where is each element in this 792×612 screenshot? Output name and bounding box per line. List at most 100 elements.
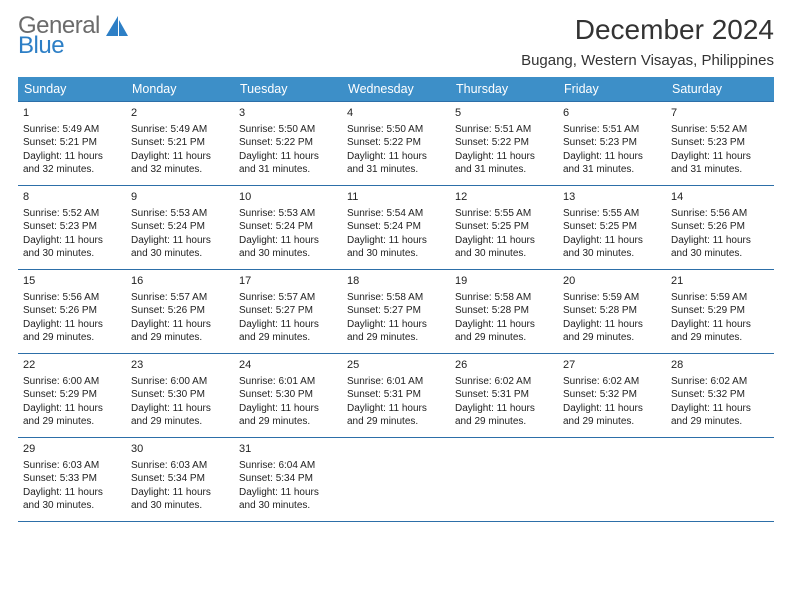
daylight-line: Daylight: 11 hours and 29 minutes. [563,318,661,345]
sunset-line: Sunset: 5:30 PM [131,388,229,402]
sunset-line: Sunset: 5:34 PM [131,472,229,486]
daylight-line: Daylight: 11 hours and 30 minutes. [455,234,553,261]
calendar-day-cell: 14Sunrise: 5:56 AMSunset: 5:26 PMDayligh… [666,186,774,270]
sunset-line: Sunset: 5:25 PM [563,220,661,234]
sunrise-line: Sunrise: 5:56 AM [23,291,121,305]
calendar-day-cell: 10Sunrise: 5:53 AMSunset: 5:24 PMDayligh… [234,186,342,270]
sunset-line: Sunset: 5:34 PM [239,472,337,486]
day-header: Thursday [450,77,558,102]
calendar-day-cell: 17Sunrise: 5:57 AMSunset: 5:27 PMDayligh… [234,270,342,354]
sunset-line: Sunset: 5:28 PM [563,304,661,318]
sunset-line: Sunset: 5:31 PM [455,388,553,402]
calendar-day-cell: 27Sunrise: 6:02 AMSunset: 5:32 PMDayligh… [558,354,666,438]
calendar-week-row: 29Sunrise: 6:03 AMSunset: 5:33 PMDayligh… [18,438,774,522]
calendar-day-cell: 8Sunrise: 5:52 AMSunset: 5:23 PMDaylight… [18,186,126,270]
day-header: Saturday [666,77,774,102]
daylight-line: Daylight: 11 hours and 29 minutes. [131,402,229,429]
day-number: 11 [347,190,445,205]
daylight-line: Daylight: 11 hours and 31 minutes. [239,150,337,177]
sunrise-line: Sunrise: 6:02 AM [455,375,553,389]
calendar-week-row: 15Sunrise: 5:56 AMSunset: 5:26 PMDayligh… [18,270,774,354]
sunset-line: Sunset: 5:26 PM [23,304,121,318]
sunset-line: Sunset: 5:31 PM [347,388,445,402]
day-number: 16 [131,274,229,289]
sunrise-line: Sunrise: 5:50 AM [347,123,445,137]
calendar-week-row: 22Sunrise: 6:00 AMSunset: 5:29 PMDayligh… [18,354,774,438]
calendar-day-cell [342,438,450,522]
day-number: 26 [455,358,553,373]
location-subtitle: Bugang, Western Visayas, Philippines [521,52,774,69]
daylight-line: Daylight: 11 hours and 31 minutes. [455,150,553,177]
day-number: 9 [131,190,229,205]
calendar-day-cell: 22 Sunrise: 6:00 AMSunset: 5:29 PMDayligh… [18,354,126,438]
calendar-week-row: 1Sunrise: 5:49 AMSunset: 5:21 PMDaylight… [18,102,774,186]
day-number: 7 [671,106,769,121]
calendar-day-cell: 20Sunrise: 5:59 AMSunset: 5:28 PMDayligh… [558,270,666,354]
brand-text: General Blue [18,14,100,58]
sunrise-line: Sunrise: 6:02 AM [671,375,769,389]
sunrise-line: Sunrise: 5:53 AM [131,207,229,221]
sunrise-line: Sunrise: 6:03 AM [131,459,229,473]
daylight-line: Daylight: 11 hours and 29 minutes. [455,318,553,345]
sunset-line: Sunset: 5:26 PM [131,304,229,318]
sunset-line: Sunset: 5:22 PM [455,136,553,150]
daylight-line: Daylight: 11 hours and 29 minutes. [671,402,769,429]
sunset-line: Sunset: 5:28 PM [455,304,553,318]
sunrise-line: Sunrise: 5:59 AM [671,291,769,305]
sunset-line: Sunset: 5:24 PM [347,220,445,234]
sunset-line: Sunset: 5:29 PM [23,388,121,402]
daylight-line: Daylight: 11 hours and 32 minutes. [131,150,229,177]
daylight-line: Daylight: 11 hours and 29 minutes. [563,402,661,429]
calendar-table: Sunday Monday Tuesday Wednesday Thursday… [18,77,774,522]
sunset-line: Sunset: 5:23 PM [563,136,661,150]
day-number: 27 [563,358,661,373]
day-number: 25 [347,358,445,373]
calendar-day-cell [666,438,774,522]
sunrise-line: Sunrise: 5:50 AM [239,123,337,137]
sunrise-line: Sunrise: 5:58 AM [347,291,445,305]
calendar-week-row: 8Sunrise: 5:52 AMSunset: 5:23 PMDaylight… [18,186,774,270]
calendar-day-cell: 28Sunrise: 6:02 AMSunset: 5:32 PMDayligh… [666,354,774,438]
sunrise-line: Sunrise: 6:03 AM [23,459,121,473]
sunset-line: Sunset: 5:29 PM [671,304,769,318]
daylight-line: Daylight: 11 hours and 30 minutes. [239,486,337,513]
daylight-line: Daylight: 11 hours and 30 minutes. [671,234,769,261]
daylight-line: Daylight: 11 hours and 31 minutes. [671,150,769,177]
day-number: 20 [563,274,661,289]
day-number: 21 [671,274,769,289]
sunset-line: Sunset: 5:23 PM [23,220,121,234]
day-number: 14 [671,190,769,205]
daylight-line: Daylight: 11 hours and 30 minutes. [563,234,661,261]
day-header-row: Sunday Monday Tuesday Wednesday Thursday… [18,77,774,102]
day-header: Tuesday [234,77,342,102]
sunrise-line: Sunrise: 5:51 AM [455,123,553,137]
sunrise-line: Sunrise: 5:52 AM [671,123,769,137]
sunrise-line: Sunrise: 6:01 AM [239,375,337,389]
sunrise-line: Sunrise: 5:58 AM [455,291,553,305]
calendar-day-cell: 6Sunrise: 5:51 AMSunset: 5:23 PMDaylight… [558,102,666,186]
daylight-line: Daylight: 11 hours and 30 minutes. [239,234,337,261]
daylight-line: Daylight: 11 hours and 29 minutes. [131,318,229,345]
sunrise-line: Sunrise: 5:49 AM [131,123,229,137]
day-number: 10 [239,190,337,205]
daylight-line: Daylight: 11 hours and 29 minutes. [23,402,121,429]
calendar-day-cell: 18Sunrise: 5:58 AMSunset: 5:27 PMDayligh… [342,270,450,354]
day-number: 24 [239,358,337,373]
sunset-line: Sunset: 5:24 PM [239,220,337,234]
sunrise-line: Sunrise: 6:00 AM [23,375,121,389]
day-number: 4 [347,106,445,121]
calendar-day-cell: 29Sunrise: 6:03 AMSunset: 5:33 PMDayligh… [18,438,126,522]
daylight-line: Daylight: 11 hours and 30 minutes. [131,486,229,513]
sunrise-line: Sunrise: 5:55 AM [455,207,553,221]
day-header: Monday [126,77,234,102]
daylight-line: Daylight: 11 hours and 29 minutes. [239,402,337,429]
sunrise-line: Sunrise: 6:02 AM [563,375,661,389]
sail-icon [104,14,130,43]
calendar-day-cell: 5Sunrise: 5:51 AMSunset: 5:22 PMDaylight… [450,102,558,186]
daylight-line: Daylight: 11 hours and 32 minutes. [23,150,121,177]
day-number: 22 [23,358,121,373]
day-number: 8 [23,190,121,205]
daylight-line: Daylight: 11 hours and 29 minutes. [239,318,337,345]
sunrise-line: Sunrise: 5:57 AM [131,291,229,305]
calendar-day-cell: 11Sunrise: 5:54 AMSunset: 5:24 PMDayligh… [342,186,450,270]
